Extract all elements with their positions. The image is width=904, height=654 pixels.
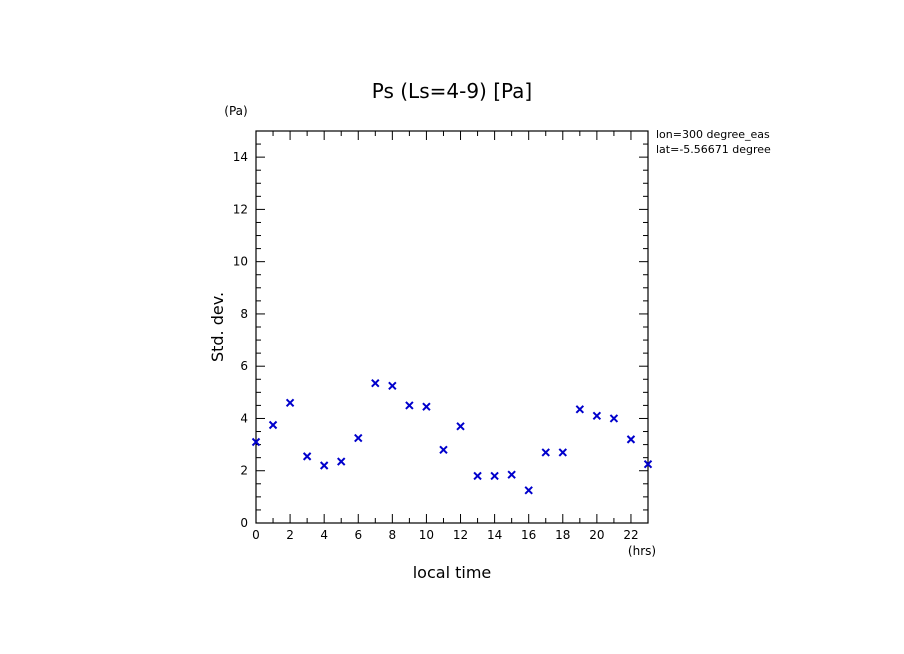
chart-title: Ps (Ls=4-9) [Pa] <box>372 79 532 103</box>
x-tick-label: 22 <box>623 528 638 542</box>
y-tick-label: 2 <box>240 464 248 478</box>
data-point <box>592 411 602 421</box>
annotation-lat: lat=-5.56671 degree <box>656 143 771 156</box>
data-point <box>609 414 619 423</box>
x-tick-label: 12 <box>453 528 468 542</box>
y-tick-label: 8 <box>240 307 248 321</box>
tick-labels: 0 2 4 6 8 10 12 14 16 18 20 22 0 2 4 6 8 10 12 14 <box>233 150 639 542</box>
data-point <box>251 437 261 447</box>
data-point <box>473 471 482 481</box>
data-point <box>439 445 448 455</box>
data-point <box>371 378 380 388</box>
y-unit-label: (Pa) <box>224 104 247 118</box>
data-point <box>268 420 278 430</box>
data-point <box>388 381 397 391</box>
data-point <box>319 461 329 470</box>
y-tick-label: 10 <box>233 255 248 269</box>
data-markers <box>251 378 653 495</box>
x-tick-label: 0 <box>252 528 260 542</box>
x-tick-label: 8 <box>389 528 397 542</box>
data-point <box>575 405 585 414</box>
data-point <box>405 401 414 410</box>
data-point <box>337 457 346 466</box>
y-tick-label: 14 <box>233 150 248 164</box>
y-tick-label: 0 <box>240 516 248 530</box>
data-point <box>626 435 636 444</box>
x-tick-label: 6 <box>354 528 362 542</box>
x-tick-label: 4 <box>320 528 328 542</box>
data-point <box>524 486 533 495</box>
x-tick-label: 10 <box>419 528 434 542</box>
x-tick-label: 14 <box>487 528 502 542</box>
data-point <box>456 422 465 431</box>
x-axis-label: local time <box>413 563 492 582</box>
x-tick-label: 16 <box>521 528 536 542</box>
data-point <box>541 448 550 457</box>
y-tick-label: 4 <box>240 411 248 425</box>
annotation-lon: lon=300 degree_eas <box>656 128 770 141</box>
x-tick-label: 18 <box>555 528 570 542</box>
axis-ticks <box>255 130 649 524</box>
data-point <box>558 448 567 457</box>
x-unit-label: (hrs) <box>628 544 656 558</box>
data-point <box>285 398 295 407</box>
x-tick-label: 20 <box>589 528 604 542</box>
plot-frame <box>255 130 649 524</box>
y-tick-label: 12 <box>233 202 248 216</box>
y-tick-label: 6 <box>240 359 248 373</box>
data-point <box>302 452 312 461</box>
data-point <box>643 459 653 469</box>
data-point <box>507 470 516 479</box>
y-axis-label: Std. dev. <box>208 292 227 362</box>
data-point <box>422 402 431 411</box>
data-point <box>354 433 363 443</box>
data-point <box>490 471 499 481</box>
x-tick-label: 2 <box>286 528 294 542</box>
